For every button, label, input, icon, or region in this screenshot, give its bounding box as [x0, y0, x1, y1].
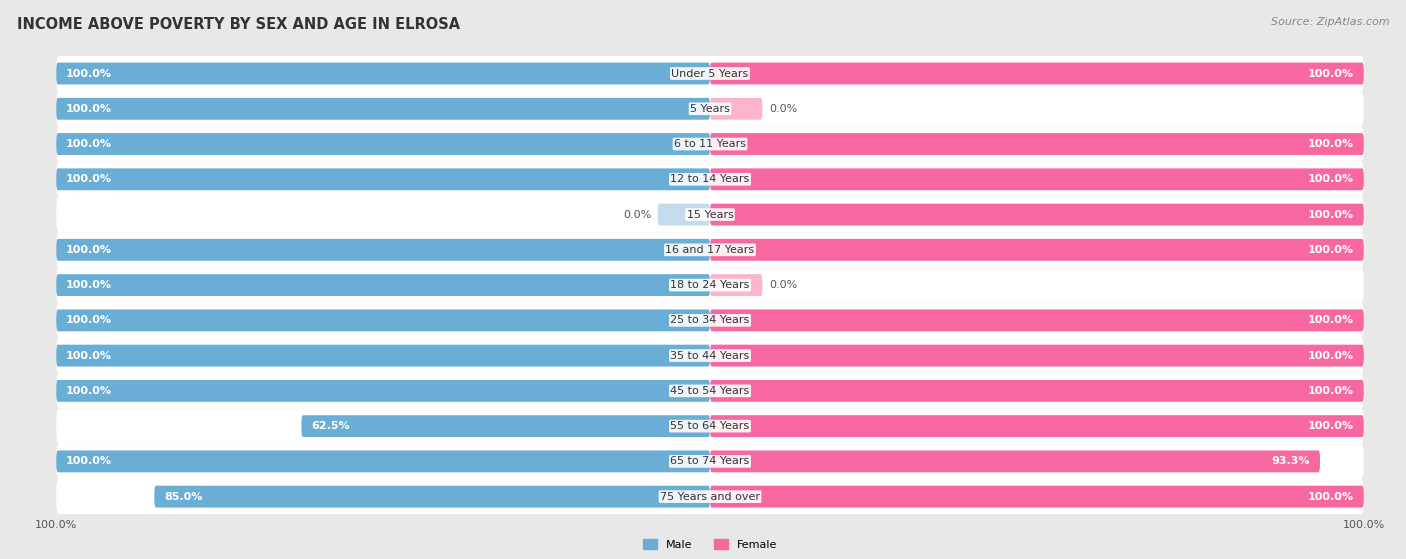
Text: 62.5%: 62.5% — [311, 421, 350, 431]
Text: 100.0%: 100.0% — [1308, 69, 1354, 78]
FancyBboxPatch shape — [56, 409, 1364, 444]
FancyBboxPatch shape — [710, 133, 1364, 155]
FancyBboxPatch shape — [56, 274, 710, 296]
FancyBboxPatch shape — [155, 486, 710, 508]
Text: 100.0%: 100.0% — [1308, 174, 1354, 184]
Text: 100.0%: 100.0% — [1308, 139, 1354, 149]
FancyBboxPatch shape — [710, 486, 1364, 508]
FancyBboxPatch shape — [710, 63, 1364, 84]
Text: 0.0%: 0.0% — [769, 104, 797, 114]
FancyBboxPatch shape — [56, 345, 710, 367]
FancyBboxPatch shape — [56, 451, 710, 472]
Text: 85.0%: 85.0% — [165, 492, 202, 501]
Text: 100.0%: 100.0% — [66, 174, 112, 184]
FancyBboxPatch shape — [56, 232, 1364, 267]
Text: 100.0%: 100.0% — [1308, 350, 1354, 361]
FancyBboxPatch shape — [56, 168, 710, 190]
FancyBboxPatch shape — [710, 451, 1320, 472]
FancyBboxPatch shape — [710, 274, 762, 296]
FancyBboxPatch shape — [710, 98, 762, 120]
Text: 100.0%: 100.0% — [1308, 315, 1354, 325]
FancyBboxPatch shape — [710, 168, 1364, 190]
FancyBboxPatch shape — [56, 303, 1364, 338]
Text: 100.0%: 100.0% — [66, 69, 112, 78]
Text: 100.0%: 100.0% — [1308, 210, 1354, 220]
Text: INCOME ABOVE POVERTY BY SEX AND AGE IN ELROSA: INCOME ABOVE POVERTY BY SEX AND AGE IN E… — [17, 17, 460, 32]
Text: 35 to 44 Years: 35 to 44 Years — [671, 350, 749, 361]
Text: 15 Years: 15 Years — [686, 210, 734, 220]
Text: 100.0%: 100.0% — [66, 386, 112, 396]
FancyBboxPatch shape — [56, 197, 1364, 232]
Text: 6 to 11 Years: 6 to 11 Years — [673, 139, 747, 149]
Text: 55 to 64 Years: 55 to 64 Years — [671, 421, 749, 431]
Text: 0.0%: 0.0% — [623, 210, 651, 220]
Text: 100.0%: 100.0% — [66, 245, 112, 255]
Text: Source: ZipAtlas.com: Source: ZipAtlas.com — [1271, 17, 1389, 27]
Text: Under 5 Years: Under 5 Years — [672, 69, 748, 78]
Text: 100.0%: 100.0% — [1308, 386, 1354, 396]
Text: 65 to 74 Years: 65 to 74 Years — [671, 456, 749, 466]
FancyBboxPatch shape — [56, 444, 1364, 479]
Text: 100.0%: 100.0% — [66, 139, 112, 149]
Legend: Male, Female: Male, Female — [644, 539, 776, 550]
FancyBboxPatch shape — [56, 63, 710, 84]
Text: 100.0%: 100.0% — [1308, 421, 1354, 431]
Text: 100.0%: 100.0% — [66, 350, 112, 361]
Text: 75 Years and over: 75 Years and over — [659, 492, 761, 501]
FancyBboxPatch shape — [56, 338, 1364, 373]
FancyBboxPatch shape — [56, 479, 1364, 514]
FancyBboxPatch shape — [56, 380, 710, 402]
Text: 12 to 14 Years: 12 to 14 Years — [671, 174, 749, 184]
FancyBboxPatch shape — [56, 373, 1364, 409]
Text: 5 Years: 5 Years — [690, 104, 730, 114]
Text: 18 to 24 Years: 18 to 24 Years — [671, 280, 749, 290]
FancyBboxPatch shape — [56, 98, 710, 120]
FancyBboxPatch shape — [56, 239, 710, 260]
Text: 100.0%: 100.0% — [66, 315, 112, 325]
Text: 100.0%: 100.0% — [66, 280, 112, 290]
FancyBboxPatch shape — [710, 239, 1364, 260]
FancyBboxPatch shape — [710, 345, 1364, 367]
Text: 100.0%: 100.0% — [66, 456, 112, 466]
Text: 25 to 34 Years: 25 to 34 Years — [671, 315, 749, 325]
Text: 45 to 54 Years: 45 to 54 Years — [671, 386, 749, 396]
FancyBboxPatch shape — [56, 91, 1364, 126]
FancyBboxPatch shape — [56, 310, 710, 331]
FancyBboxPatch shape — [56, 133, 710, 155]
FancyBboxPatch shape — [56, 56, 1364, 91]
Text: 100.0%: 100.0% — [1308, 245, 1354, 255]
FancyBboxPatch shape — [658, 203, 710, 225]
FancyBboxPatch shape — [56, 126, 1364, 162]
Text: 93.3%: 93.3% — [1271, 456, 1310, 466]
FancyBboxPatch shape — [56, 162, 1364, 197]
Text: 16 and 17 Years: 16 and 17 Years — [665, 245, 755, 255]
Text: 100.0%: 100.0% — [1308, 492, 1354, 501]
FancyBboxPatch shape — [710, 415, 1364, 437]
Text: 0.0%: 0.0% — [769, 280, 797, 290]
FancyBboxPatch shape — [710, 203, 1364, 225]
FancyBboxPatch shape — [56, 267, 1364, 303]
FancyBboxPatch shape — [710, 310, 1364, 331]
Text: 100.0%: 100.0% — [66, 104, 112, 114]
FancyBboxPatch shape — [301, 415, 710, 437]
FancyBboxPatch shape — [710, 380, 1364, 402]
